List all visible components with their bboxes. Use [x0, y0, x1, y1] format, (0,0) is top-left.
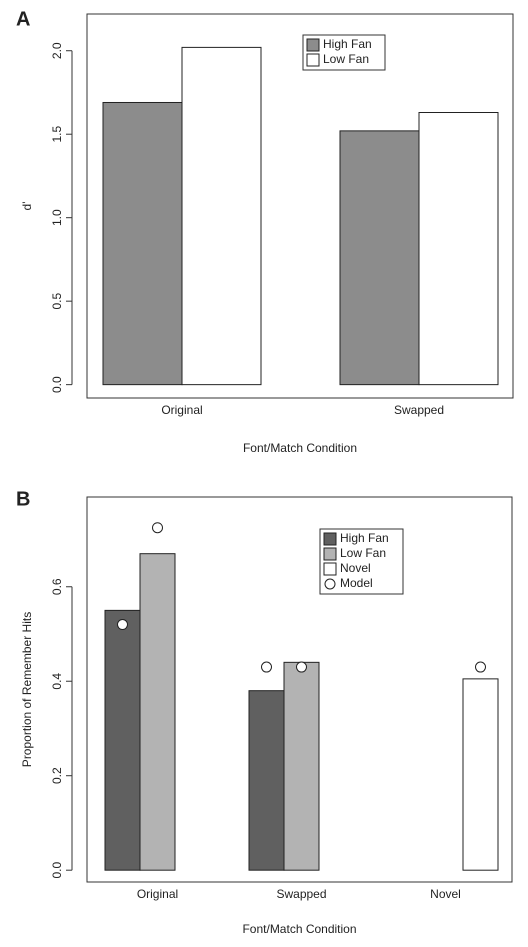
legend-swatch	[323, 562, 337, 576]
x-axis-label: Font/Match Condition	[243, 441, 357, 455]
legend-label: High Fan	[340, 531, 389, 545]
legend-swatch	[306, 53, 320, 67]
legend-swatch	[323, 547, 337, 561]
y-axis-label: d'	[20, 202, 34, 211]
legend-label: High Fan	[323, 37, 372, 51]
legend-marker	[324, 578, 336, 590]
x-axis-label: Font/Match Condition	[242, 922, 356, 936]
legend-label: Novel	[340, 561, 371, 575]
x-tick-label: Original	[137, 887, 178, 901]
y-tick-label: 0.5	[50, 293, 64, 310]
x-tick-label: Swapped	[394, 403, 444, 417]
y-tick-label: 1.0	[50, 209, 64, 226]
y-tick-label: 2.0	[50, 42, 64, 59]
legend-label: Low Fan	[340, 546, 386, 560]
bar	[139, 553, 176, 871]
bar	[283, 661, 320, 871]
bar	[181, 46, 262, 386]
x-tick-label: Original	[161, 403, 202, 417]
panel-label: A	[16, 8, 30, 30]
panel-label: B	[16, 488, 30, 510]
plot-frame	[86, 13, 514, 399]
bar	[248, 690, 285, 871]
y-tick-label: 0.2	[50, 767, 64, 784]
x-tick-label: Novel	[430, 887, 461, 901]
bar	[102, 101, 183, 386]
y-tick-label: 0.0	[50, 376, 64, 393]
x-tick-label: Swapped	[276, 887, 326, 901]
model-point	[475, 661, 486, 673]
legend-swatch	[323, 532, 337, 546]
legend-label: Model	[340, 576, 373, 590]
model-point	[152, 522, 163, 534]
bar	[104, 609, 141, 871]
model-point	[296, 661, 307, 673]
y-tick-label: 1.5	[50, 126, 64, 143]
y-tick-label: 0.0	[50, 862, 64, 879]
model-point	[261, 661, 272, 673]
bar	[418, 112, 499, 386]
model-point	[117, 619, 128, 631]
y-tick-label: 0.4	[50, 673, 64, 690]
legend-label: Low Fan	[323, 52, 369, 66]
plot-frame	[86, 496, 513, 883]
bar	[339, 130, 420, 386]
bar	[462, 678, 499, 871]
y-axis-label: Proportion of Remember Hits	[20, 612, 34, 767]
legend-swatch	[306, 38, 320, 52]
y-tick-label: 0.6	[50, 578, 64, 595]
